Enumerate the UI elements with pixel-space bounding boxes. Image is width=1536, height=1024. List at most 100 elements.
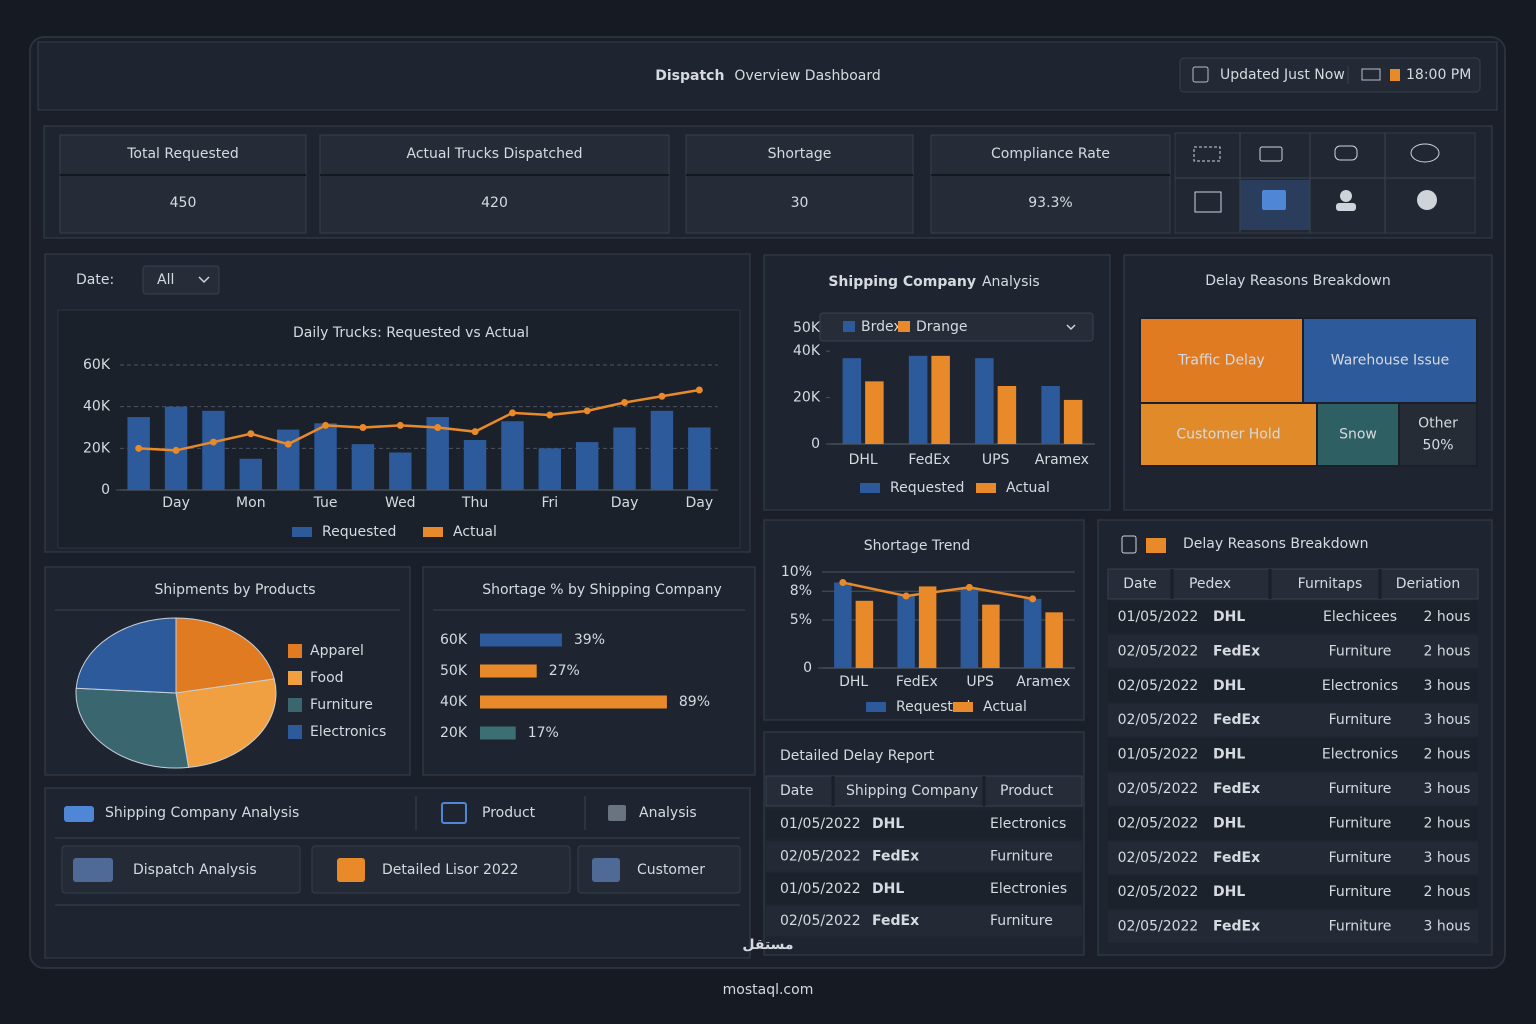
x-tick-label: Aramex — [1016, 674, 1070, 690]
table-cell: 3 hous — [1424, 781, 1471, 797]
bar — [855, 600, 874, 668]
dispatch-icon[interactable] — [1262, 190, 1286, 210]
line-point — [546, 411, 554, 419]
table-cell: Electronics — [1322, 747, 1398, 763]
nav-tab[interactable]: Analysis — [639, 805, 697, 821]
line-point — [359, 424, 367, 431]
value-label: 89% — [679, 694, 710, 710]
filter-label: Brdex — [861, 319, 902, 335]
y-tick-label: 0 — [803, 660, 812, 676]
chart-title-text: Shortage Trend — [864, 538, 970, 554]
nav-tab[interactable]: Product — [482, 805, 536, 821]
bar — [688, 427, 711, 490]
bar — [1063, 399, 1083, 444]
x-tick-label: FedEx — [896, 674, 938, 690]
grid-icon[interactable] — [1193, 146, 1221, 162]
kpi-label: Compliance Rate — [991, 146, 1110, 162]
bar — [314, 423, 337, 490]
x-tick-label: Tue — [313, 495, 338, 511]
table-row — [1108, 772, 1478, 806]
user-icon-body[interactable] — [1336, 203, 1356, 211]
chart-title-text: Daily Trucks: Requested vs Actual — [293, 325, 529, 341]
table-cell: Elechicees — [1323, 609, 1397, 625]
filter-label: Date: — [76, 272, 114, 288]
bar — [982, 604, 1000, 668]
legend-label: Requested — [896, 699, 970, 715]
title-strong: Dispatch — [655, 68, 724, 84]
table-cell: FedEx — [1213, 643, 1260, 659]
table-cell: 2 hous — [1424, 884, 1471, 900]
bar — [480, 695, 667, 709]
filter-label: Drange — [916, 319, 968, 335]
bar — [501, 421, 524, 490]
table-row — [1108, 807, 1478, 840]
bar — [480, 664, 537, 678]
kpi-value: 93.3% — [1028, 195, 1072, 211]
table-row — [1108, 669, 1478, 702]
line-point — [135, 444, 143, 452]
bar — [276, 429, 300, 490]
globe-icon[interactable] — [1410, 143, 1440, 163]
x-tick-label: UPS — [982, 452, 1010, 468]
table-icon[interactable] — [1194, 191, 1222, 213]
legend-swatch — [423, 527, 443, 537]
table-cell: 02/05/2022 — [780, 913, 861, 929]
trend-line-point — [839, 579, 847, 587]
table-cell: 02/05/2022 — [1118, 712, 1199, 728]
table-cell: FedEx — [872, 913, 919, 929]
panel-title: Delay Reasons Breakdown — [1183, 536, 1369, 552]
kpi-label: Actual Trucks Dispatched — [407, 146, 583, 162]
table-cell: Furniture — [1329, 919, 1392, 935]
line-point — [396, 421, 404, 429]
bar — [975, 358, 994, 444]
y-tick-label: 40K — [440, 694, 468, 710]
table-cell: 01/05/2022 — [1118, 609, 1199, 625]
nav-button-label[interactable]: Detailed Lisor 2022 — [382, 862, 519, 878]
column-header: Furnitaps — [1298, 576, 1363, 592]
x-tick-label: Wed — [385, 495, 416, 511]
trend-line-point — [965, 583, 973, 591]
pie-slice — [75, 687, 190, 769]
treemap-tile — [1316, 402, 1400, 467]
legend-swatch — [860, 483, 880, 493]
nav-button-icon — [337, 858, 365, 882]
legend-swatch — [292, 527, 312, 537]
bar — [1041, 386, 1060, 444]
filter-swatch — [898, 321, 910, 332]
line-point — [172, 446, 180, 454]
table-cell: FedEx — [1213, 781, 1260, 797]
tile-label: Snow — [1339, 427, 1377, 443]
value-label: 27% — [549, 663, 580, 679]
table-cell: Electronies — [990, 881, 1067, 897]
x-tick-label: DHL — [849, 452, 878, 468]
table-cell: DHL — [1213, 884, 1245, 900]
nav-button[interactable] — [311, 845, 571, 894]
table-cell: DHL — [1213, 678, 1245, 694]
table-row — [1108, 910, 1478, 943]
table-cell: 01/05/2022 — [780, 881, 861, 897]
user-icon[interactable] — [1340, 190, 1352, 202]
table-cell: 3 hous — [1424, 678, 1471, 694]
panel-title: Detailed Delay Report — [780, 748, 935, 764]
kpi-card — [685, 134, 914, 234]
close-icon[interactable] — [1417, 190, 1437, 210]
legend-label: Electronics — [310, 724, 386, 740]
filter-swatch — [843, 321, 855, 332]
bar — [613, 427, 636, 490]
line-point — [247, 430, 255, 438]
nav-button-label[interactable]: Customer — [637, 862, 705, 878]
nav-tab[interactable]: Shipping Company Analysis — [105, 805, 299, 821]
nav-button-label[interactable]: Dispatch Analysis — [133, 862, 257, 878]
truck-icon[interactable] — [1259, 146, 1283, 162]
table-row — [1108, 876, 1478, 909]
bar — [908, 355, 928, 444]
chart-title: Shortage % by Shipping Company — [482, 582, 722, 598]
car-icon[interactable] — [1334, 145, 1358, 161]
filter-dropdown[interactable] — [142, 265, 220, 295]
nav-button[interactable] — [61, 845, 301, 894]
table-cell: Furniture — [990, 848, 1053, 864]
chart-title-strong: Shipping Company — [828, 274, 976, 290]
bar — [463, 440, 487, 490]
title-rest: Overview Dashboard — [734, 68, 880, 84]
kpi-value: 30 — [791, 195, 809, 211]
